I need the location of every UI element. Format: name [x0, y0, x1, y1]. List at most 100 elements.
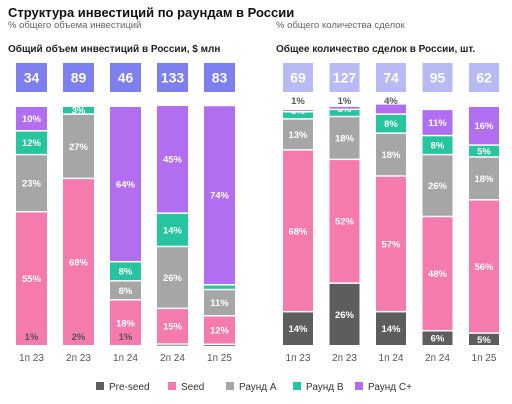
bar-segment: [283, 112, 313, 119]
data-label: 8%: [119, 286, 133, 297]
left-panel-subtitle: % общего объема инвестиций: [8, 20, 142, 31]
total-value: 46: [118, 70, 134, 86]
bar-segment: [110, 262, 141, 280]
bar-segment: [110, 281, 141, 300]
legend-item: Раунд B: [293, 381, 344, 395]
bar-segment: [376, 114, 406, 133]
bar-segment: [16, 155, 47, 211]
data-label: 26%: [163, 273, 183, 284]
bar-segment: [329, 110, 360, 116]
x-tick-label: 2п 24: [160, 353, 185, 364]
data-label: 14%: [288, 324, 308, 335]
bar-segment: [204, 316, 235, 344]
total-box: [329, 63, 360, 92]
total-box: [469, 63, 499, 92]
legend-swatch: [168, 382, 176, 391]
bar-segment: [422, 110, 453, 135]
data-label: 1%: [25, 332, 39, 343]
bar-segment: [63, 179, 94, 345]
total-value: 83: [212, 70, 228, 86]
data-label: 11%: [428, 118, 447, 129]
data-label: 18%: [116, 318, 136, 329]
legend-item: Seed: [168, 381, 204, 395]
bar-segment: [376, 312, 406, 345]
data-label: 26%: [335, 310, 355, 321]
bar-segment: [63, 114, 94, 178]
bar-segment: [469, 157, 499, 200]
bar-segment: [329, 107, 360, 109]
data-label: 1%: [338, 96, 352, 107]
total-box: [16, 63, 47, 92]
total-value: 133: [161, 70, 185, 86]
total-box: [376, 63, 406, 92]
total-box: [63, 63, 94, 92]
legend-label: Seed: [181, 382, 205, 393]
bar-segment: [469, 333, 499, 345]
total-box: [204, 63, 235, 92]
data-label: 8%: [384, 119, 398, 130]
data-label: 12%: [22, 138, 42, 149]
data-label: 52%: [335, 217, 355, 228]
bar-segment: [157, 213, 188, 246]
chart-legend: Pre-seed Seed Раунд A Раунд B Раунд C+: [0, 381, 512, 397]
bar-segment: [204, 345, 235, 346]
x-tick-label: 2п 23: [332, 353, 357, 364]
bar-segment: [157, 344, 188, 346]
total-value: 89: [71, 70, 87, 86]
x-tick-label: 1п 24: [113, 353, 138, 364]
total-value: 62: [476, 70, 492, 86]
bar-segment: [376, 133, 406, 176]
bar-segment: [329, 160, 360, 283]
legend-item: Раунд C+: [355, 381, 412, 395]
total-value: 69: [290, 70, 306, 86]
data-label: 8%: [431, 141, 445, 152]
right-panel-subtitle: % общего количества сделок: [276, 20, 405, 31]
data-label: 18%: [474, 174, 494, 185]
bar-segment: [422, 136, 453, 154]
data-label: 64%: [116, 179, 136, 190]
data-label: 68%: [69, 258, 89, 269]
legend-swatch: [293, 382, 301, 391]
data-label: 55%: [22, 274, 42, 285]
legend-label: Pre-seed: [109, 382, 150, 393]
data-label: 5%: [477, 147, 491, 158]
bar-segment: [157, 309, 188, 344]
x-tick-label: 2п 23: [66, 353, 91, 364]
data-label: 1%: [119, 332, 133, 343]
legend-label: Раунд B: [306, 382, 344, 393]
total-value: 74: [383, 70, 399, 86]
data-label: 48%: [428, 269, 448, 280]
data-label: 23%: [22, 179, 42, 190]
bar-segment: [110, 107, 141, 261]
data-label: 13%: [288, 130, 308, 141]
legend-label: Раунд C+: [368, 382, 412, 393]
legend-item: Раунд A: [226, 381, 277, 395]
bar-segment: [157, 106, 188, 213]
data-label: 26%: [428, 181, 448, 192]
data-label: 2%: [72, 332, 86, 343]
bar-segment: [469, 200, 499, 333]
bar-segment: [469, 145, 499, 157]
data-label: 45%: [163, 155, 183, 166]
bar-segment: [204, 290, 235, 315]
total-box: [157, 63, 188, 92]
data-label: 14%: [381, 324, 401, 335]
total-box: [283, 63, 313, 92]
bar-segment: [329, 283, 360, 345]
data-label: 16%: [474, 121, 494, 132]
data-label: 6%: [431, 334, 445, 345]
bar-segment: [283, 312, 313, 345]
bar-segment: [283, 150, 313, 311]
data-label: 74%: [210, 191, 230, 202]
data-label: 56%: [474, 262, 494, 273]
data-label: 5%: [477, 335, 491, 346]
total-box: [422, 63, 453, 92]
data-label: 68%: [288, 226, 308, 237]
page-title: Структура инвестиций по раундам в России: [8, 5, 295, 20]
total-value: 95: [430, 70, 446, 86]
legend-swatch: [226, 382, 234, 391]
data-label: 14%: [163, 225, 183, 236]
x-tick-label: 1п 24: [379, 353, 404, 364]
bar-segment: [422, 155, 453, 216]
